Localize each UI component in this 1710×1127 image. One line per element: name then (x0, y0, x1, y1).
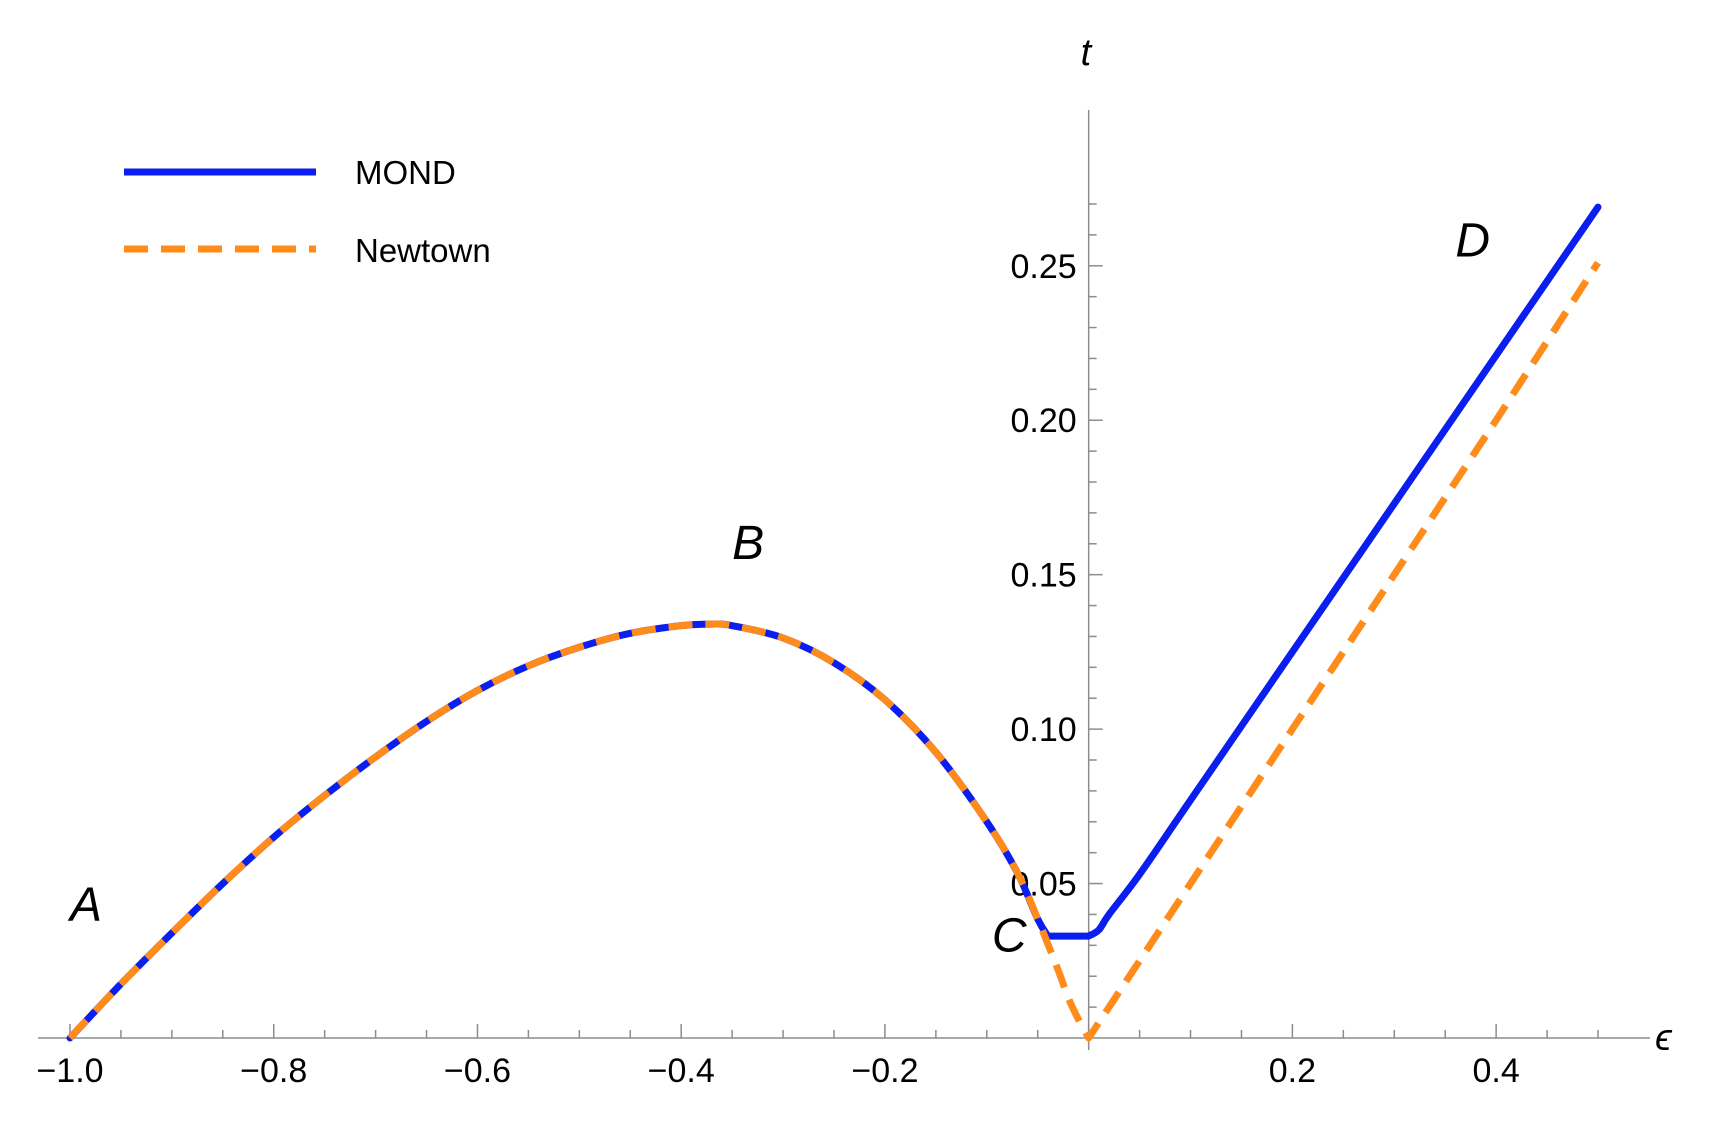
series-line-newtown (67, 260, 1601, 1042)
annotation-b: B (732, 517, 764, 570)
y-tick-label: 0.10 (1010, 711, 1076, 749)
annotation-a: A (67, 879, 102, 932)
x-axis-label: ϵ (1655, 1017, 1673, 1059)
legend-label-mond: MOND (355, 154, 456, 191)
x-tick-label: −1.0 (36, 1052, 103, 1090)
x-tick-label: −0.6 (444, 1052, 511, 1090)
x-ticks: −1.0 −0.8 −0.6 −0.4 −0.2 0.2 0.4 (36, 1024, 1599, 1090)
annotation-c: C (992, 910, 1027, 963)
y-tick-label: 0.15 (1010, 557, 1076, 595)
y-axis-label: t (1081, 32, 1093, 74)
legend: MOND Newtown (124, 154, 491, 269)
axes-layer: −1.0 −0.8 −0.6 −0.4 −0.2 0.2 0.4 0.050.100.150… (36, 32, 1673, 1090)
x-tick-label: −0.2 (851, 1052, 918, 1090)
legend-label-newtown: Newtown (355, 232, 491, 269)
x-tick-label: 0.4 (1473, 1052, 1520, 1090)
y-tick-label: 0.20 (1010, 402, 1076, 440)
series-layer (66, 203, 1602, 1042)
annotation-d: D (1455, 215, 1490, 268)
x-tick-label: −0.4 (648, 1052, 715, 1090)
series-line-mond (66, 203, 1602, 1042)
y-tick-label: 0.25 (1010, 248, 1076, 286)
annotations-layer: A B C D (67, 215, 1490, 963)
x-tick-label: 0.2 (1269, 1052, 1316, 1090)
x-tick-label: −0.8 (240, 1052, 307, 1090)
